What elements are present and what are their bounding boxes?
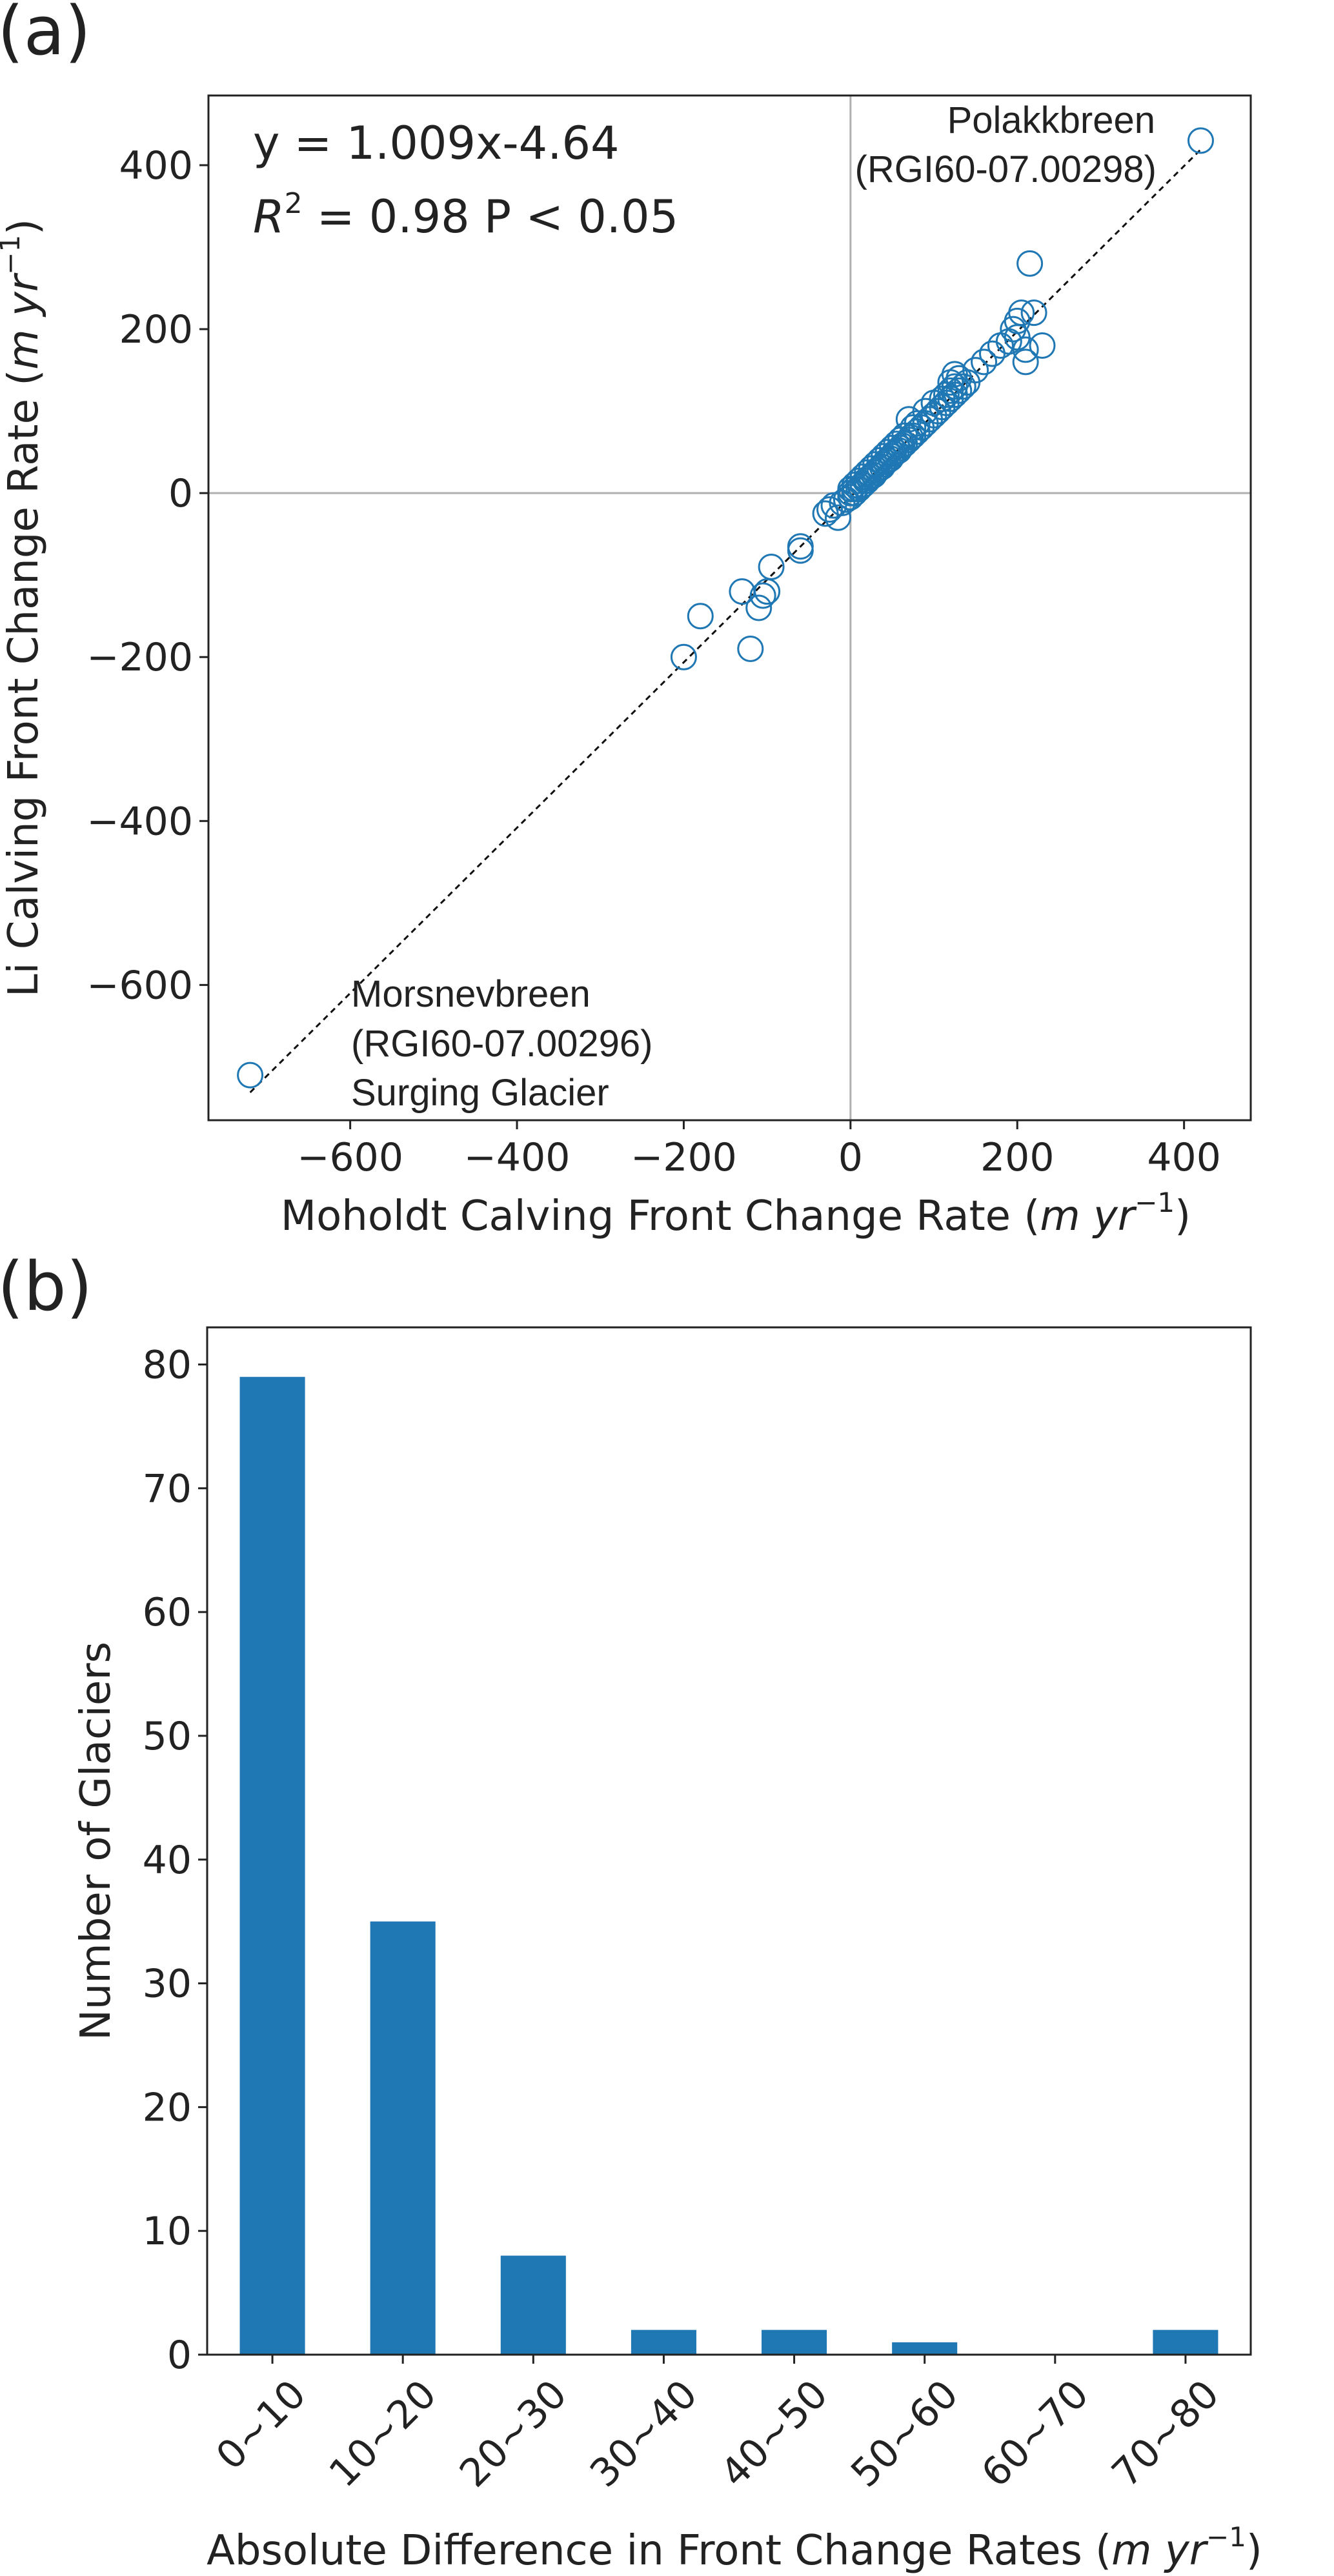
regression-equation: y = 1.009x-4.64 (253, 117, 620, 170)
bar-x-axis-label: Absolute Difference in Front Change Rate… (207, 2521, 1262, 2575)
polakkbreen-label: Polakkbreen (947, 99, 1155, 141)
y-label-exp: −1 (0, 235, 26, 275)
x-tick-label: 30~40 (581, 2371, 706, 2496)
scatter-x-axis-label: Moholdt Calving Front Change Rate (m yr−… (281, 1187, 1191, 1240)
bar (370, 1921, 436, 2355)
y-tick-label: 60 (143, 1590, 192, 1635)
surging-glacier-label: Surging Glacier (351, 1072, 609, 1114)
scatter-plot-frame (207, 94, 1252, 1122)
y-tick-label: −600 (86, 963, 193, 1008)
zero-reference-lines (208, 96, 1251, 1120)
bar-x-label-main: Absolute Difference in Front Change Rate… (207, 2527, 1111, 2575)
scatter-point (1012, 348, 1039, 376)
bar-x-label-close: ) (1246, 2527, 1262, 2575)
x-tick-label: −200 (631, 1135, 737, 1180)
scatter-point (687, 603, 714, 630)
panel-b-label: (b) (0, 1247, 92, 1326)
y-axis-ticks: −600 −400 −200 0 200 400 (86, 143, 208, 1008)
scatter-point (971, 348, 998, 376)
y-tick-label: 200 (119, 307, 193, 352)
bar-plot-frame (206, 1326, 1252, 2356)
scatter-point (745, 594, 773, 621)
bar (762, 2329, 827, 2355)
scatter-point (1016, 250, 1044, 277)
panel-a-label: (a) (0, 0, 91, 70)
bar-x-axis-ticks: 0~10 10~20 20~30 30~40 40~50 50~60 60~70 70~80 (208, 2355, 1228, 2496)
scatter-points (237, 127, 1214, 1089)
scatter-point (897, 424, 924, 451)
x-label-exp: −1 (1135, 1187, 1175, 1218)
x-tick-label: −600 (297, 1135, 403, 1180)
scatter-point (237, 1062, 264, 1089)
bar (892, 2342, 958, 2355)
bar (631, 2329, 696, 2355)
scatter-point (1029, 332, 1056, 359)
bar-x-label-exp: −1 (1206, 2521, 1246, 2553)
scatter-point (962, 357, 989, 384)
scatter-point (670, 643, 697, 670)
polakkbreen-rgi-label: (RGI60-07.00298) (855, 148, 1157, 190)
x-label-close: ) (1175, 1192, 1191, 1240)
bar (239, 1376, 305, 2355)
x-label-main: Moholdt Calving Front Change Rate ( (281, 1192, 1040, 1240)
bar-panel: (b) 0 10 20 30 40 50 60 70 80 0~10 10~20 20~30 30~4… (0, 1247, 1262, 2575)
bar-y-axis-ticks: 0 10 20 30 40 50 60 70 80 (143, 1343, 207, 2378)
scatter-point (945, 377, 973, 404)
scatter-point (1187, 127, 1214, 154)
y-tick-label: 10 (143, 2209, 192, 2254)
scatter-point (758, 553, 785, 580)
x-tick-label: 60~70 (973, 2371, 1098, 2496)
x-axis-ticks: −600 −400 −200 0 200 400 (297, 1120, 1221, 1180)
y-label-unit: m yr (0, 272, 48, 370)
bars (239, 1376, 1218, 2355)
r-squared-text: R2 = 0.98 P < 0.05 (253, 187, 678, 243)
scatter-point (1012, 336, 1039, 363)
scatter-point (749, 582, 776, 609)
x-tick-label: 70~80 (1104, 2371, 1228, 2496)
scatter-point (824, 504, 851, 531)
scatter-point (816, 496, 844, 523)
y-tick-label: 30 (143, 1962, 192, 2007)
scatter-y-axis-label: Li Calving Front Change Rate (m yr−1) (0, 219, 48, 997)
y-tick-label: 0 (167, 2333, 192, 2378)
x-tick-label: 50~60 (842, 2371, 967, 2496)
y-tick-label: −400 (86, 799, 193, 844)
bar (1153, 2329, 1218, 2355)
y-tick-label: 50 (143, 1714, 192, 1759)
y-tick-label: 70 (143, 1466, 192, 1511)
morsnevbreen-label: Morsnevbreen (351, 973, 591, 1015)
y-tick-label: 40 (143, 1838, 192, 1883)
x-tick-label: −400 (464, 1135, 571, 1180)
x-tick-label: 0 (838, 1135, 863, 1180)
scatter-point (787, 533, 814, 560)
x-tick-label: 10~20 (321, 2371, 445, 2496)
y-tick-label: 0 (168, 471, 193, 516)
scatter-point (737, 636, 764, 663)
x-label-unit: m yr (1040, 1192, 1137, 1240)
r-symbol: R (253, 190, 285, 243)
x-tick-label: 20~30 (451, 2371, 576, 2496)
scatter-point (1008, 299, 1035, 327)
bar-x-label-unit: m yr (1111, 2527, 1209, 2575)
scatter-panel: (a) −600 −400 −200 0 200 400 −600 −400 −200 0 200… (0, 0, 1252, 1240)
x-tick-label: 400 (1147, 1135, 1221, 1180)
fit-line (249, 148, 1202, 1094)
y-tick-label: 80 (143, 1343, 192, 1388)
bar-y-axis-label: Number of Glaciers (72, 1642, 120, 2040)
y-tick-label: −200 (86, 635, 193, 680)
r-squared-value: = 0.98 P < 0.05 (303, 190, 679, 243)
x-tick-label: 200 (980, 1135, 1055, 1180)
bar (500, 2255, 566, 2355)
y-label-main: Li Calving Front Change Rate ( (0, 370, 48, 997)
y-label-close: ) (0, 219, 48, 235)
x-tick-label: 40~50 (712, 2371, 836, 2496)
y-tick-label: 400 (119, 143, 193, 188)
scatter-point (1020, 299, 1047, 327)
regression-line (249, 148, 1202, 1094)
y-tick-label: 20 (143, 2085, 192, 2130)
x-tick-label: 0~10 (208, 2371, 315, 2479)
r-superscript: 2 (285, 187, 303, 220)
morsnevbreen-rgi-label: (RGI60-07.00296) (351, 1023, 652, 1065)
